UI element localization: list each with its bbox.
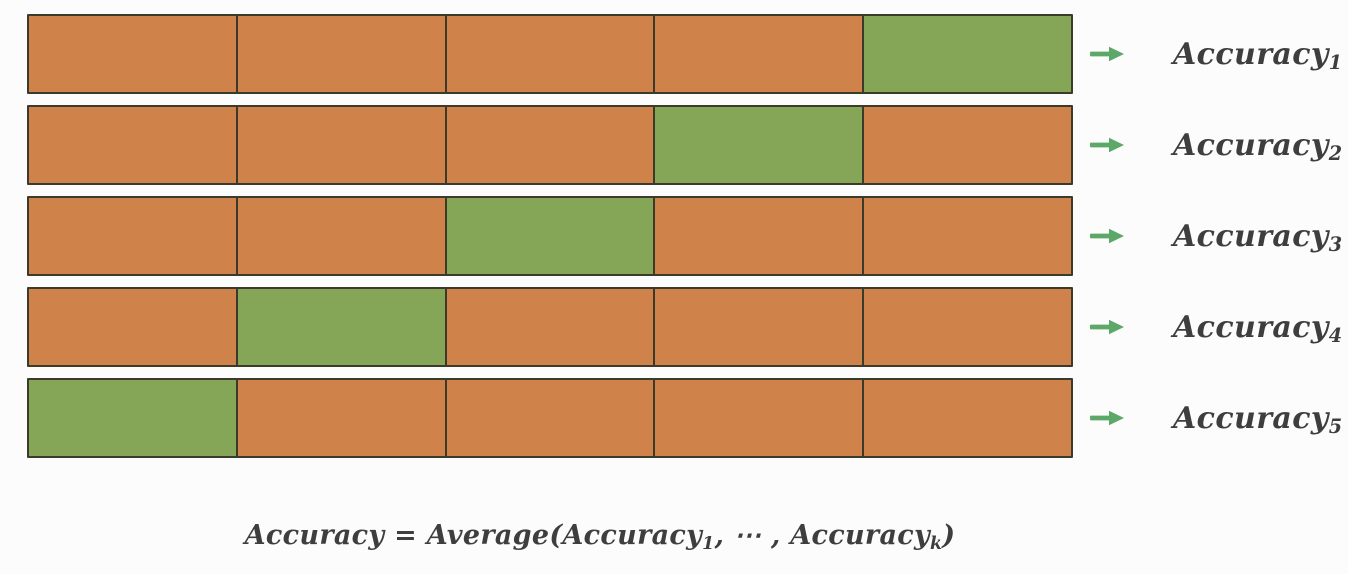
- validation-fold-segment: [444, 198, 654, 274]
- train-fold-segment: [444, 289, 654, 365]
- formula-subscript: k: [929, 533, 943, 554]
- fold-bar: [27, 378, 1073, 458]
- accuracy-label-subscript: 3: [1328, 232, 1343, 256]
- kfold-row: Accuracy2: [27, 105, 1343, 185]
- validation-fold-segment: [653, 107, 863, 183]
- accuracy-label: Accuracy2: [1173, 128, 1343, 163]
- accuracy-label-subscript: 4: [1328, 323, 1343, 347]
- train-fold-segment: [444, 107, 654, 183]
- right-arrow-icon: [1089, 46, 1125, 62]
- formula-text: ): [942, 520, 956, 551]
- train-fold-segment: [235, 107, 445, 183]
- accuracy-label-subscript: 1: [1328, 50, 1343, 74]
- kfold-row: Accuracy1: [27, 14, 1343, 94]
- accuracy-label-base: Accuracy: [1173, 309, 1329, 345]
- average-accuracy-formula: Accuracy = Average(Accuracy1, ⋯ , Accura…: [0, 520, 1200, 554]
- formula-text: Average(: [426, 520, 563, 551]
- train-fold-segment: [653, 289, 863, 365]
- train-fold-segment: [444, 16, 654, 92]
- right-arrow-icon: [1089, 319, 1125, 335]
- fold-bar: [27, 196, 1073, 276]
- train-fold-segment: [235, 198, 445, 274]
- validation-fold-segment: [862, 16, 1071, 92]
- right-arrow-icon: [1089, 137, 1125, 153]
- right-arrow-icon: [1089, 228, 1125, 244]
- train-fold-segment: [29, 107, 236, 183]
- train-fold-segment: [862, 380, 1071, 456]
- train-fold-segment: [653, 380, 863, 456]
- train-fold-segment: [235, 380, 445, 456]
- accuracy-label-subscript: 2: [1328, 141, 1343, 165]
- train-fold-segment: [29, 198, 236, 274]
- train-fold-segment: [444, 380, 654, 456]
- accuracy-label: Accuracy4: [1173, 310, 1343, 345]
- train-fold-segment: [235, 16, 445, 92]
- formula-text: =: [384, 520, 427, 551]
- kfold-rows: Accuracy1 Accuracy2 Accuracy3 Accuracy4 Accu…: [27, 14, 1343, 469]
- train-fold-segment: [653, 16, 863, 92]
- train-fold-segment: [29, 16, 236, 92]
- fold-bar: [27, 287, 1073, 367]
- validation-fold-segment: [29, 380, 236, 456]
- validation-fold-segment: [235, 289, 445, 365]
- accuracy-label-base: Accuracy: [1173, 218, 1329, 254]
- fold-bar: [27, 14, 1073, 94]
- accuracy-label: Accuracy5: [1173, 401, 1343, 436]
- formula-text: Accuracy: [562, 520, 703, 551]
- train-fold-segment: [29, 289, 236, 365]
- right-arrow-icon: [1089, 410, 1125, 426]
- formula-text: Accuracy: [790, 520, 930, 551]
- accuracy-label: Accuracy3: [1173, 219, 1343, 254]
- formula-text: , ⋯ ,: [714, 520, 791, 551]
- train-fold-segment: [653, 198, 863, 274]
- train-fold-segment: [862, 107, 1071, 183]
- accuracy-label: Accuracy1: [1173, 37, 1343, 72]
- kfold-row: Accuracy4: [27, 287, 1343, 367]
- train-fold-segment: [862, 198, 1071, 274]
- formula-subscript: 1: [702, 533, 715, 554]
- kfold-row: Accuracy5: [27, 378, 1343, 458]
- accuracy-label-base: Accuracy: [1173, 127, 1329, 163]
- accuracy-label-subscript: 5: [1328, 414, 1343, 438]
- accuracy-label-base: Accuracy: [1173, 36, 1329, 72]
- train-fold-segment: [862, 289, 1071, 365]
- accuracy-label-base: Accuracy: [1173, 400, 1329, 436]
- fold-bar: [27, 105, 1073, 185]
- kfold-row: Accuracy3: [27, 196, 1343, 276]
- formula-text: Accuracy: [244, 520, 385, 551]
